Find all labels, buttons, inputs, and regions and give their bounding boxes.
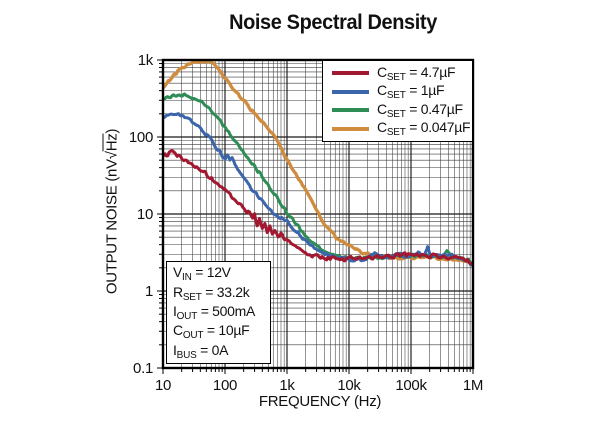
y-axis-label: OUTPUT NOISE (nV√Hz): [103, 128, 121, 295]
legend-label: CSET = 4.7µF: [377, 63, 456, 83]
legend: CSET = 4.7µF CSET = 1µF CSET = 0.47µF CS…: [322, 60, 473, 142]
legend-item: CSET = 4.7µF: [332, 63, 472, 83]
condition-ibus: IBUS = 0A: [173, 341, 229, 361]
x-tick-label: 10k: [337, 377, 361, 394]
condition-cout: COUT = 10µF: [173, 322, 250, 342]
chart-title: Noise Spectral Density: [229, 11, 437, 34]
y-axis-label-text: OUTPUT NOISE (nV: [103, 159, 121, 295]
x-tick-label: 1M: [463, 377, 483, 394]
sqrt-symbol: √: [103, 151, 121, 160]
y-tick-label: 100: [129, 129, 153, 146]
legend-swatch-cset-4p7uf: [332, 71, 369, 76]
y-tick-label: 1k: [138, 52, 154, 69]
legend-label: CSET = 0.047µF: [377, 119, 471, 139]
y-tick-label: 1: [145, 283, 153, 300]
sqrt-radicand: Hz: [103, 133, 121, 152]
x-axis-label: FREQUENCY (Hz): [258, 393, 382, 410]
condition-iout: IOUT = 500mA: [173, 302, 256, 322]
series-line-cset-4.7-f: [163, 148, 473, 266]
y-tick-labels: 1k 100 10 1 0.1: [129, 52, 154, 377]
x-tick-label: 100k: [395, 377, 427, 394]
legend-label: CSET = 1µF: [377, 82, 445, 102]
series-line-cset-0.047-f: [163, 60, 473, 266]
legend-label: CSET = 0.47µF: [377, 100, 463, 120]
legend-swatch-cset-0p047uf: [332, 126, 369, 131]
conditions-box: VIN = 12V RSET = 33.2k IOUT = 500mA COUT…: [166, 261, 271, 364]
x-tick-label: 100: [213, 377, 237, 394]
condition-rset: RSET = 33.2k: [173, 283, 250, 303]
x-tick-label: 10: [155, 377, 171, 394]
legend-item: CSET = 0.047µF: [332, 119, 472, 139]
legend-swatch-cset-1uf: [332, 89, 369, 94]
y-tick-label: 0.1: [133, 360, 153, 377]
axis-ticks: [157, 59, 474, 374]
x-tick-label: 1k: [279, 377, 295, 394]
legend-item: CSET = 1µF: [332, 82, 472, 102]
legend-item: CSET = 0.47µF: [332, 100, 472, 120]
x-tick-labels: 10 100 1k 10k 100k 1M: [155, 377, 483, 394]
series-lines: [163, 60, 473, 267]
y-tick-label: 10: [137, 206, 153, 223]
legend-swatch-cset-0p47uf: [332, 108, 369, 113]
condition-vin: VIN = 12V: [173, 264, 231, 284]
